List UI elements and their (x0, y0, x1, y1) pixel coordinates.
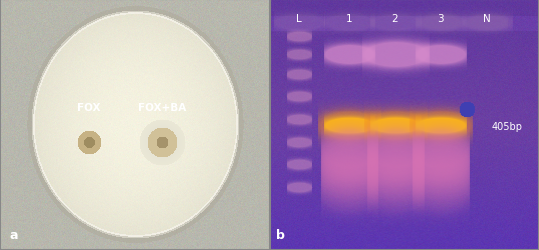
Text: 3: 3 (437, 14, 444, 24)
Text: L: L (296, 14, 301, 24)
Text: 1: 1 (345, 14, 353, 24)
Text: FOX+BA: FOX+BA (137, 102, 186, 113)
Text: a: a (10, 228, 18, 241)
Text: 2: 2 (391, 14, 398, 24)
Text: FOX: FOX (77, 102, 101, 113)
Text: 405bp: 405bp (491, 121, 522, 131)
Text: N: N (482, 14, 490, 24)
Text: b: b (277, 228, 285, 241)
